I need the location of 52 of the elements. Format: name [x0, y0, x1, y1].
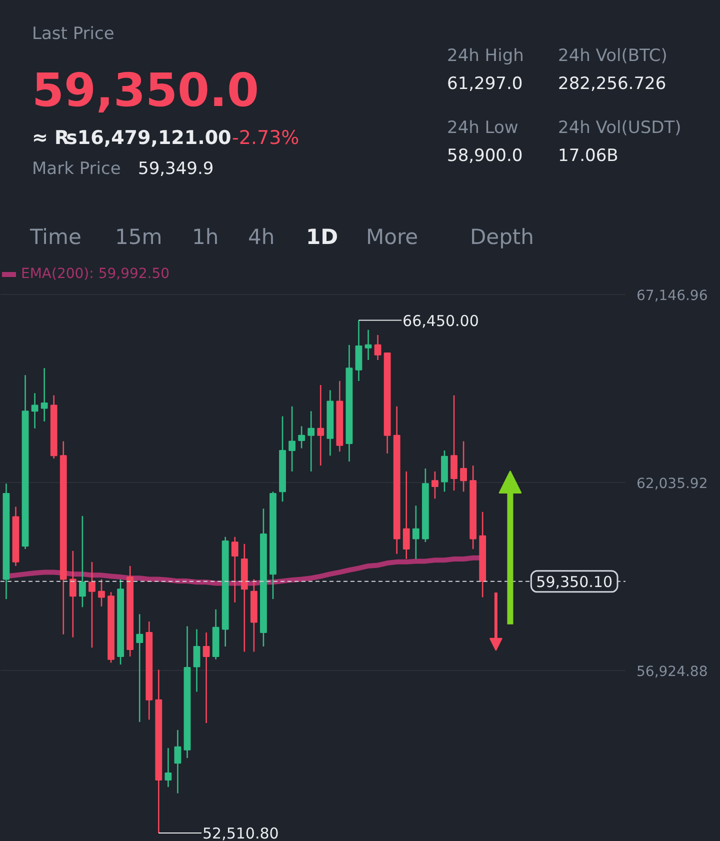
text: 59,349.9 [138, 158, 214, 181]
text: Mark Price [32, 158, 121, 181]
text: Depth [470, 224, 534, 251]
text: 24h Low [447, 117, 518, 140]
text: 61,297.0 [447, 73, 523, 96]
y-tick-label: 62,035.92 [636, 476, 708, 492]
candlestick [450, 394, 458, 492]
text: 24h Vol(BTC) [558, 45, 668, 68]
candlestick [174, 729, 182, 794]
candlestick [432, 470, 438, 500]
candlestick [298, 426, 306, 449]
ref-line-label: 59,350.10 [536, 572, 613, 591]
candlestick [40, 367, 48, 422]
text: -2.73% [232, 126, 300, 151]
candlestick [288, 406, 296, 472]
legend-label: EMA(200): 59,992.50 [21, 266, 170, 282]
candlestick [31, 392, 38, 430]
candlestick [412, 505, 420, 560]
text: 4h [248, 224, 275, 251]
candlestick [374, 334, 382, 361]
y-tick-label: 56,924.88 [636, 664, 708, 680]
candlestick [164, 747, 172, 788]
y-tick-label: 67,146.96 [636, 288, 708, 304]
candlestick [136, 614, 144, 723]
text: 24h Vol(USDT) [558, 117, 682, 140]
text: 59,350.0 [32, 62, 259, 119]
candlestick [69, 550, 76, 638]
annotation: 66,450.00 [402, 312, 479, 330]
text: Time [30, 224, 82, 251]
text: 58,900.0 [447, 145, 523, 168]
candlestick [88, 561, 96, 648]
candlestick [402, 470, 410, 560]
text: 1D [306, 224, 338, 251]
candlestick [317, 384, 324, 466]
text: 1h [192, 224, 219, 251]
text: More [366, 224, 418, 251]
text: Last Price [32, 23, 114, 46]
text: ≈ ₨16,479,121.00 [32, 126, 232, 151]
candlestick [460, 440, 467, 492]
candlestick [308, 410, 315, 472]
candlestick [202, 632, 210, 724]
candlestick [78, 515, 86, 608]
text: 15m [115, 224, 162, 251]
candlestick [231, 536, 238, 604]
candlestick [193, 628, 200, 692]
candlestick [355, 320, 362, 382]
text: 282,256.726 [558, 73, 666, 96]
text: 17.06B [558, 145, 618, 168]
candlestick [364, 329, 372, 361]
text: 24h High [447, 45, 524, 68]
candlestick [98, 578, 105, 608]
annotation: 52,510.80 [202, 824, 279, 841]
